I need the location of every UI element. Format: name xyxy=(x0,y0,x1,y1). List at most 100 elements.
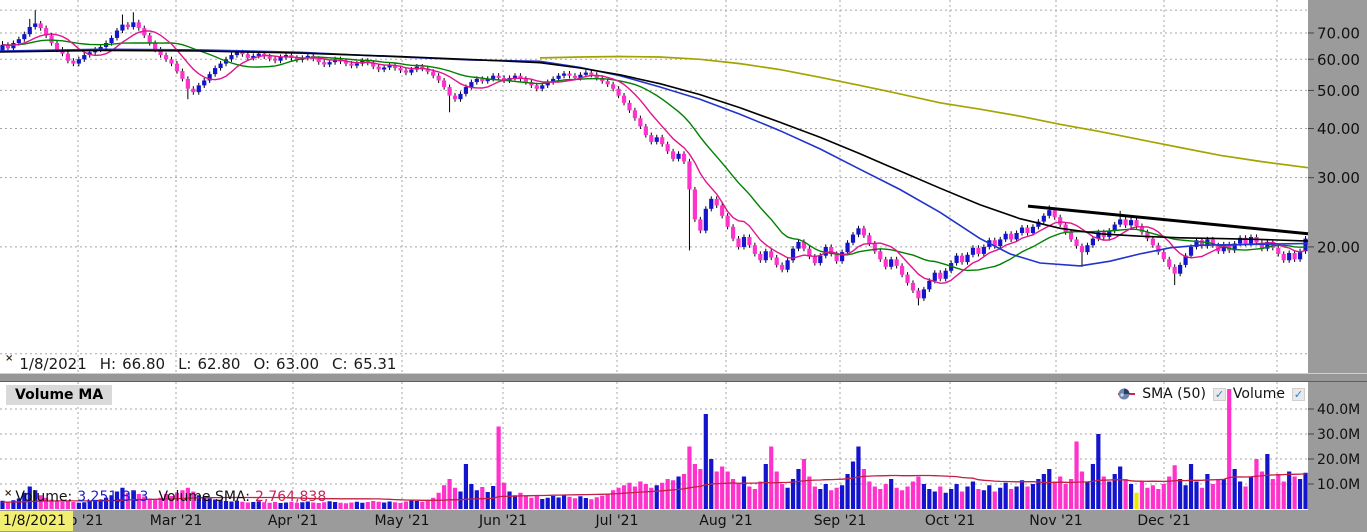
candle-body xyxy=(736,238,741,247)
candle-body xyxy=(458,93,463,100)
volume-bar xyxy=(278,503,283,509)
month-label: Jul '21 xyxy=(595,513,639,529)
volume-bar xyxy=(1101,476,1106,509)
high-value: 66.80 xyxy=(122,354,166,373)
volume-bar xyxy=(872,486,877,509)
volume-bar xyxy=(845,474,850,509)
volume-bar xyxy=(294,502,300,509)
price-chart-canvas[interactable]: 70.00 60.00 50.00 40.00 30.00 20.00 xyxy=(0,0,1367,374)
sma-legend-label[interactable]: SMA (50) xyxy=(1142,386,1206,402)
candle-body xyxy=(245,54,250,58)
volume-bar xyxy=(338,502,343,509)
candle-body xyxy=(665,144,670,152)
volume-bar xyxy=(1292,476,1297,509)
candle-body xyxy=(523,78,528,83)
volume-tick-label: 20.0M xyxy=(1317,452,1360,468)
candle-body xyxy=(0,44,5,51)
volume-bar xyxy=(485,492,490,509)
volume-bar xyxy=(376,501,381,509)
volume-bar xyxy=(796,469,801,509)
sma-checkbox[interactable]: ✓ xyxy=(1212,387,1226,401)
candle-body xyxy=(109,37,114,44)
candle-body xyxy=(82,55,87,60)
candle-body xyxy=(98,46,103,50)
candle-body xyxy=(452,95,458,100)
volume-bar xyxy=(480,487,485,509)
volume-bar xyxy=(1025,486,1030,509)
candle-body xyxy=(769,251,774,258)
volume-bar xyxy=(932,491,937,509)
volume-bar xyxy=(1227,389,1232,509)
volume-bar xyxy=(49,499,54,509)
candle-body xyxy=(621,95,627,103)
time-axis[interactable]: 1/8/2021 Feb '21 Mar '21 Apr '21 May '21 Jun… xyxy=(0,510,1367,532)
candle-body xyxy=(496,75,501,78)
volume-bar xyxy=(507,491,512,509)
candle-body xyxy=(1128,220,1134,226)
candle-body xyxy=(910,282,916,291)
volume-label: Volume: xyxy=(15,489,73,505)
volume-bar xyxy=(763,464,768,509)
volume-bar xyxy=(1254,459,1259,509)
volume-bar xyxy=(583,498,588,509)
volume-bar xyxy=(1041,474,1046,509)
panel-splitter[interactable] xyxy=(0,373,1367,382)
indicator-icon[interactable] xyxy=(1118,388,1130,400)
volume-bar xyxy=(1259,471,1265,509)
close-icon[interactable]: × xyxy=(5,353,14,364)
candle-body xyxy=(1281,253,1286,261)
volume-bar xyxy=(725,471,730,509)
month-label: May '21 xyxy=(374,513,430,529)
candle-body xyxy=(676,153,681,159)
volume-bar xyxy=(382,502,387,509)
volume-bar xyxy=(1194,481,1199,509)
candle-body xyxy=(1030,226,1036,233)
candle-body xyxy=(889,259,894,267)
candle-body xyxy=(1068,232,1074,240)
volume-bar xyxy=(1047,469,1052,509)
volume-bar xyxy=(11,500,16,509)
volume-bar xyxy=(403,501,409,509)
volume-bar xyxy=(163,494,169,509)
price-tick-label: 40.00 xyxy=(1317,120,1360,138)
candle-body xyxy=(1079,246,1085,253)
close-icon[interactable]: × xyxy=(4,488,13,499)
volume-bar xyxy=(1128,484,1134,509)
selected-date-chip: 1/8/2021 xyxy=(0,511,73,531)
volume-bar xyxy=(578,496,583,509)
volume-chart-canvas[interactable]: 40.0M 30.0M 20.0M 10.0M xyxy=(0,382,1367,510)
volume-bar xyxy=(1085,481,1090,509)
candle-body xyxy=(899,265,905,275)
volume-bar xyxy=(1156,489,1161,509)
candle-body xyxy=(120,24,125,31)
month-label: Mar '21 xyxy=(149,513,203,529)
volume-axis-strip[interactable] xyxy=(1308,382,1367,510)
candle-body xyxy=(1276,247,1281,254)
volume-bar xyxy=(180,490,185,509)
candle-body xyxy=(845,242,850,253)
volume-bar xyxy=(1118,466,1123,509)
trendline[interactable] xyxy=(1027,204,1309,236)
volume-legend-label[interactable]: Volume xyxy=(1232,386,1285,402)
volume-bar xyxy=(1019,480,1025,509)
volume-bar xyxy=(1058,476,1063,509)
price-tick-label: 30.00 xyxy=(1317,169,1360,187)
month-label: Dec '21 xyxy=(1137,513,1191,529)
volume-checkbox[interactable]: ✓ xyxy=(1292,387,1305,401)
candle-body xyxy=(850,234,856,243)
volume-sma-pair: Volume SMA: 2,764,838 xyxy=(158,489,326,505)
volume-bar xyxy=(1167,476,1172,509)
volume-bar xyxy=(0,500,5,509)
volume-bar xyxy=(638,481,643,509)
candle-body xyxy=(790,248,796,261)
candle-body xyxy=(649,135,654,142)
volume-sma-line xyxy=(2,473,1306,503)
volume-bar xyxy=(191,491,196,509)
volume-bar xyxy=(1123,479,1128,509)
price-axis-strip[interactable] xyxy=(1308,0,1367,374)
volume-bar xyxy=(1188,464,1194,509)
volume-bar xyxy=(921,484,926,509)
volume-bar xyxy=(698,469,703,509)
candle-body xyxy=(976,247,981,254)
